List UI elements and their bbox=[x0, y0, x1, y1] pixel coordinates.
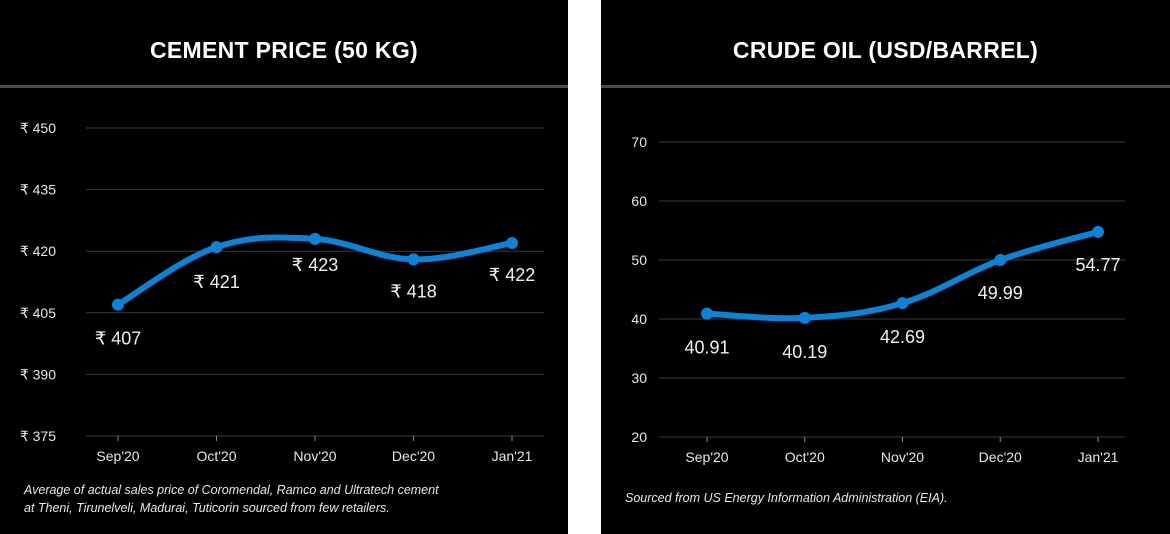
cement-x-tick-label: Dec'20 bbox=[392, 448, 435, 464]
crude-data-label: 40.19 bbox=[782, 342, 827, 362]
crude-footnote-line: Sourced from US Energy Information Admin… bbox=[625, 491, 948, 505]
crude-data-point bbox=[701, 307, 713, 320]
crude-x-tick-label: Oct'20 bbox=[785, 449, 825, 465]
cement-price-panel: CEMENT PRICE (50 KG) ₹ 375 ₹ 390 ₹ 405 ₹ 42… bbox=[0, 0, 568, 534]
cement-price-chart: ₹ 375 ₹ 390 ₹ 405 ₹ 420 ₹ 435 ₹ 450 Sep'20 Oct'… bbox=[20, 120, 544, 464]
crude-y-tick-label: 60 bbox=[631, 193, 647, 209]
crude-data-label: 42.69 bbox=[880, 327, 925, 347]
cement-data-label: ₹ 421 bbox=[193, 272, 240, 292]
cement-title-divider bbox=[0, 85, 568, 88]
cement-data-label: ₹ 407 bbox=[95, 329, 142, 349]
cement-y-tick-label: ₹ 390 bbox=[20, 366, 56, 382]
crude-data-label: 40.91 bbox=[684, 338, 729, 358]
cement-x-tick-label: Jan'21 bbox=[492, 448, 533, 464]
cement-data-point bbox=[210, 241, 223, 254]
crude-data-point bbox=[994, 254, 1007, 267]
cement-data-label: ₹ 423 bbox=[292, 255, 339, 275]
cement-data-point bbox=[112, 298, 124, 311]
crude-oil-chart: 20 30 40 50 60 70 Sep'20 Oct'20 Nov'20 Dec'20 Jan'… bbox=[631, 134, 1125, 465]
crude-footnote: Sourced from US Energy Information Admin… bbox=[625, 489, 1145, 507]
crude-data-point bbox=[896, 297, 909, 310]
crude-data-point bbox=[798, 311, 811, 324]
cement-data-label: ₹ 422 bbox=[489, 265, 536, 285]
cement-footnote-line: at Theni, Tirunelveli, Madurai, Tuticori… bbox=[24, 501, 390, 515]
crude-data-label: 49.99 bbox=[978, 283, 1023, 303]
cement-x-tick-label: Sep'20 bbox=[96, 448, 139, 464]
cement-chart-title: CEMENT PRICE (50 KG) bbox=[150, 37, 418, 63]
cement-y-tick-label: ₹ 405 bbox=[20, 305, 56, 321]
crude-oil-panel: CRUDE OIL (USD/BARREL) 20 30 40 50 60 70 Sep'2… bbox=[601, 0, 1170, 534]
crude-x-tick-label: Jan'21 bbox=[1078, 449, 1119, 465]
cement-data-point bbox=[407, 253, 420, 266]
cement-y-tick-label: ₹ 435 bbox=[20, 182, 56, 198]
crude-chart-title: CRUDE OIL (USD/BARREL) bbox=[732, 37, 1039, 63]
crude-y-tick-label: 70 bbox=[631, 134, 647, 150]
crude-x-tick-label: Sep'20 bbox=[685, 449, 728, 465]
cement-data-label: ₹ 418 bbox=[390, 281, 437, 301]
cement-footnote-line: Average of actual sales price of Coromen… bbox=[24, 483, 439, 497]
crude-y-tick-label: 50 bbox=[631, 252, 647, 268]
crude-y-tick-label: 20 bbox=[631, 429, 647, 445]
crude-x-tick-label: Nov'20 bbox=[881, 449, 924, 465]
crude-y-tick-label: 40 bbox=[631, 311, 647, 327]
cement-y-tick-label: ₹ 420 bbox=[20, 243, 56, 259]
cement-data-point bbox=[309, 232, 321, 245]
crude-x-tick-label: Dec'20 bbox=[979, 449, 1022, 465]
cement-x-tick-label: Oct'20 bbox=[196, 448, 236, 464]
crude-title-divider bbox=[601, 85, 1170, 88]
cement-footnote: Average of actual sales price of Coromen… bbox=[24, 481, 544, 517]
cement-x-tick-label: Nov'20 bbox=[293, 448, 336, 464]
crude-data-label: 54.77 bbox=[1075, 255, 1120, 275]
crude-data-point bbox=[1092, 225, 1104, 238]
crude-y-tick-label: 30 bbox=[631, 370, 647, 386]
cement-data-point bbox=[506, 236, 518, 249]
cement-y-tick-label: ₹ 450 bbox=[20, 120, 56, 136]
cement-y-tick-label: ₹ 375 bbox=[20, 428, 56, 444]
